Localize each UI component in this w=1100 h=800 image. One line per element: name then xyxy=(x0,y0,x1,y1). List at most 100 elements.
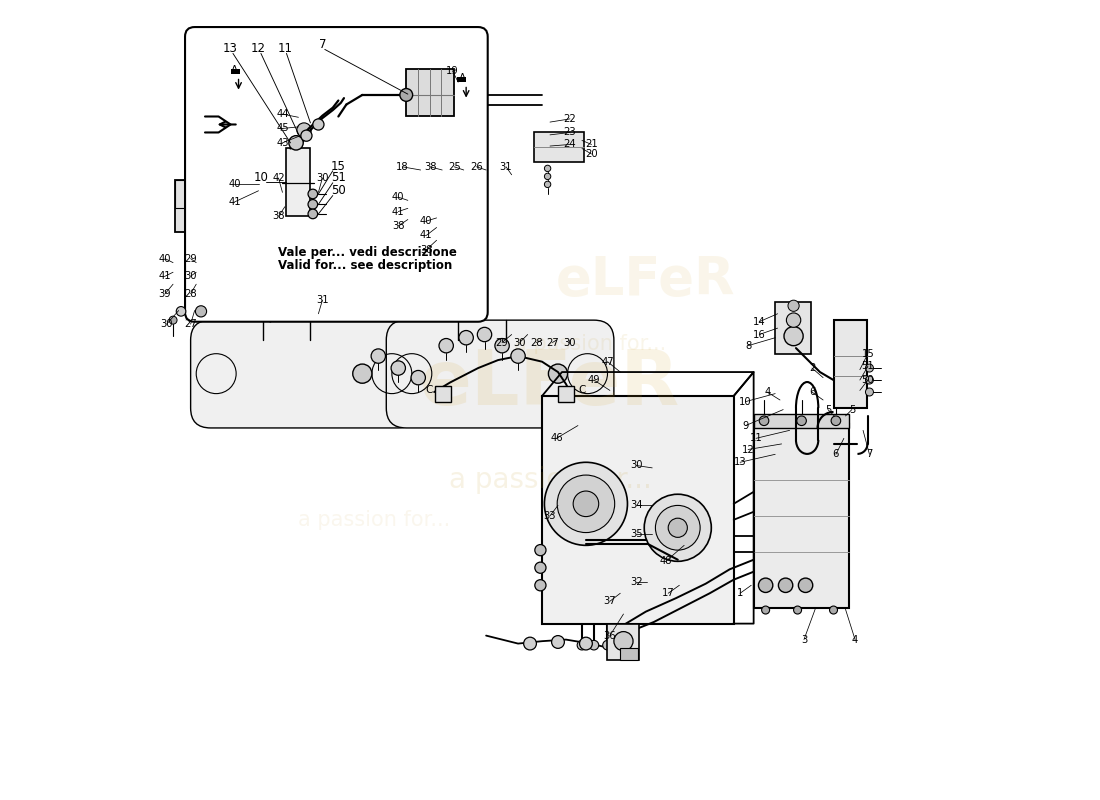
Text: 39: 39 xyxy=(158,289,172,298)
Text: 18: 18 xyxy=(396,162,408,172)
Circle shape xyxy=(535,562,546,574)
Circle shape xyxy=(495,338,509,353)
Text: 42: 42 xyxy=(272,173,285,183)
Text: 50: 50 xyxy=(861,375,875,385)
Bar xyxy=(620,648,638,659)
Text: A: A xyxy=(231,65,238,75)
FancyBboxPatch shape xyxy=(185,27,487,322)
Circle shape xyxy=(793,606,802,614)
Text: 10: 10 xyxy=(253,171,268,185)
Circle shape xyxy=(411,370,426,385)
Text: 13: 13 xyxy=(223,42,238,55)
Circle shape xyxy=(668,518,688,538)
Text: a passion for...: a passion for... xyxy=(449,466,651,494)
Text: 3: 3 xyxy=(801,634,807,645)
Bar xyxy=(175,180,202,208)
Text: 7: 7 xyxy=(319,38,326,51)
Text: 37: 37 xyxy=(604,596,616,606)
Text: 40: 40 xyxy=(229,179,241,190)
Text: 47: 47 xyxy=(602,357,614,366)
Text: 5: 5 xyxy=(849,405,855,414)
Text: eLFeR: eLFeR xyxy=(420,347,680,421)
Bar xyxy=(607,624,639,659)
Circle shape xyxy=(786,313,801,327)
Bar xyxy=(434,386,451,402)
Text: 23: 23 xyxy=(563,127,576,138)
Circle shape xyxy=(759,416,769,426)
Text: 45: 45 xyxy=(276,123,289,134)
Circle shape xyxy=(169,316,177,324)
Circle shape xyxy=(832,416,840,426)
Text: 50: 50 xyxy=(331,184,345,198)
Text: 38: 38 xyxy=(424,162,437,172)
Text: 31: 31 xyxy=(499,162,513,172)
Circle shape xyxy=(866,376,873,384)
Bar xyxy=(776,302,811,354)
Text: 41: 41 xyxy=(158,271,172,282)
Circle shape xyxy=(524,637,537,650)
Text: 33: 33 xyxy=(543,510,557,521)
Text: 41: 41 xyxy=(228,197,241,207)
Circle shape xyxy=(439,338,453,353)
Circle shape xyxy=(535,545,546,556)
Text: 36: 36 xyxy=(604,630,616,641)
Text: 13: 13 xyxy=(734,458,747,467)
Text: 35: 35 xyxy=(630,529,642,539)
Text: eLFeR: eLFeR xyxy=(556,254,736,306)
Circle shape xyxy=(308,199,318,209)
Text: 8: 8 xyxy=(745,341,751,350)
Text: 26: 26 xyxy=(470,162,483,172)
Text: 28: 28 xyxy=(185,289,197,298)
Text: 40: 40 xyxy=(392,192,405,202)
Text: 27: 27 xyxy=(185,319,197,329)
Text: 16: 16 xyxy=(752,330,766,339)
Circle shape xyxy=(544,462,627,546)
Bar xyxy=(754,414,849,428)
Text: 49: 49 xyxy=(587,375,601,385)
Text: 10: 10 xyxy=(739,397,752,406)
Text: 6: 6 xyxy=(833,450,839,459)
Circle shape xyxy=(544,166,551,171)
Circle shape xyxy=(788,300,800,311)
Text: 51: 51 xyxy=(861,362,875,371)
Circle shape xyxy=(300,153,308,161)
Text: 30: 30 xyxy=(161,319,173,329)
Circle shape xyxy=(544,173,551,179)
Text: 29: 29 xyxy=(185,254,197,264)
Text: 2: 2 xyxy=(808,363,815,373)
Circle shape xyxy=(549,364,568,383)
Text: 30: 30 xyxy=(185,271,197,282)
Text: 32: 32 xyxy=(630,577,642,587)
Text: a passion for...: a passion for... xyxy=(298,510,450,530)
Circle shape xyxy=(459,330,473,345)
Text: 38: 38 xyxy=(420,245,432,255)
Text: 21: 21 xyxy=(585,139,598,150)
Text: 30: 30 xyxy=(514,338,526,347)
Circle shape xyxy=(308,189,318,198)
Text: 14: 14 xyxy=(752,317,766,326)
Circle shape xyxy=(477,327,492,342)
Text: 34: 34 xyxy=(630,501,642,510)
Text: Vale per... vedi descrizione: Vale per... vedi descrizione xyxy=(278,246,458,258)
Circle shape xyxy=(573,491,598,517)
Circle shape xyxy=(796,416,806,426)
Circle shape xyxy=(312,119,324,130)
Bar xyxy=(175,180,334,232)
Text: 51: 51 xyxy=(331,171,345,185)
Text: 4: 4 xyxy=(764,387,770,397)
Text: 30: 30 xyxy=(630,461,642,470)
Text: 41: 41 xyxy=(420,230,432,241)
Circle shape xyxy=(551,635,564,648)
Text: 25: 25 xyxy=(448,162,461,172)
Circle shape xyxy=(392,361,406,375)
Circle shape xyxy=(196,306,207,317)
Text: 11: 11 xyxy=(750,434,762,443)
Circle shape xyxy=(290,117,318,144)
Circle shape xyxy=(603,640,613,650)
Text: 30: 30 xyxy=(316,173,329,183)
Text: 40: 40 xyxy=(420,216,432,226)
Circle shape xyxy=(799,578,813,593)
Bar xyxy=(189,302,213,320)
Bar xyxy=(754,424,849,608)
Text: 48: 48 xyxy=(660,556,672,566)
